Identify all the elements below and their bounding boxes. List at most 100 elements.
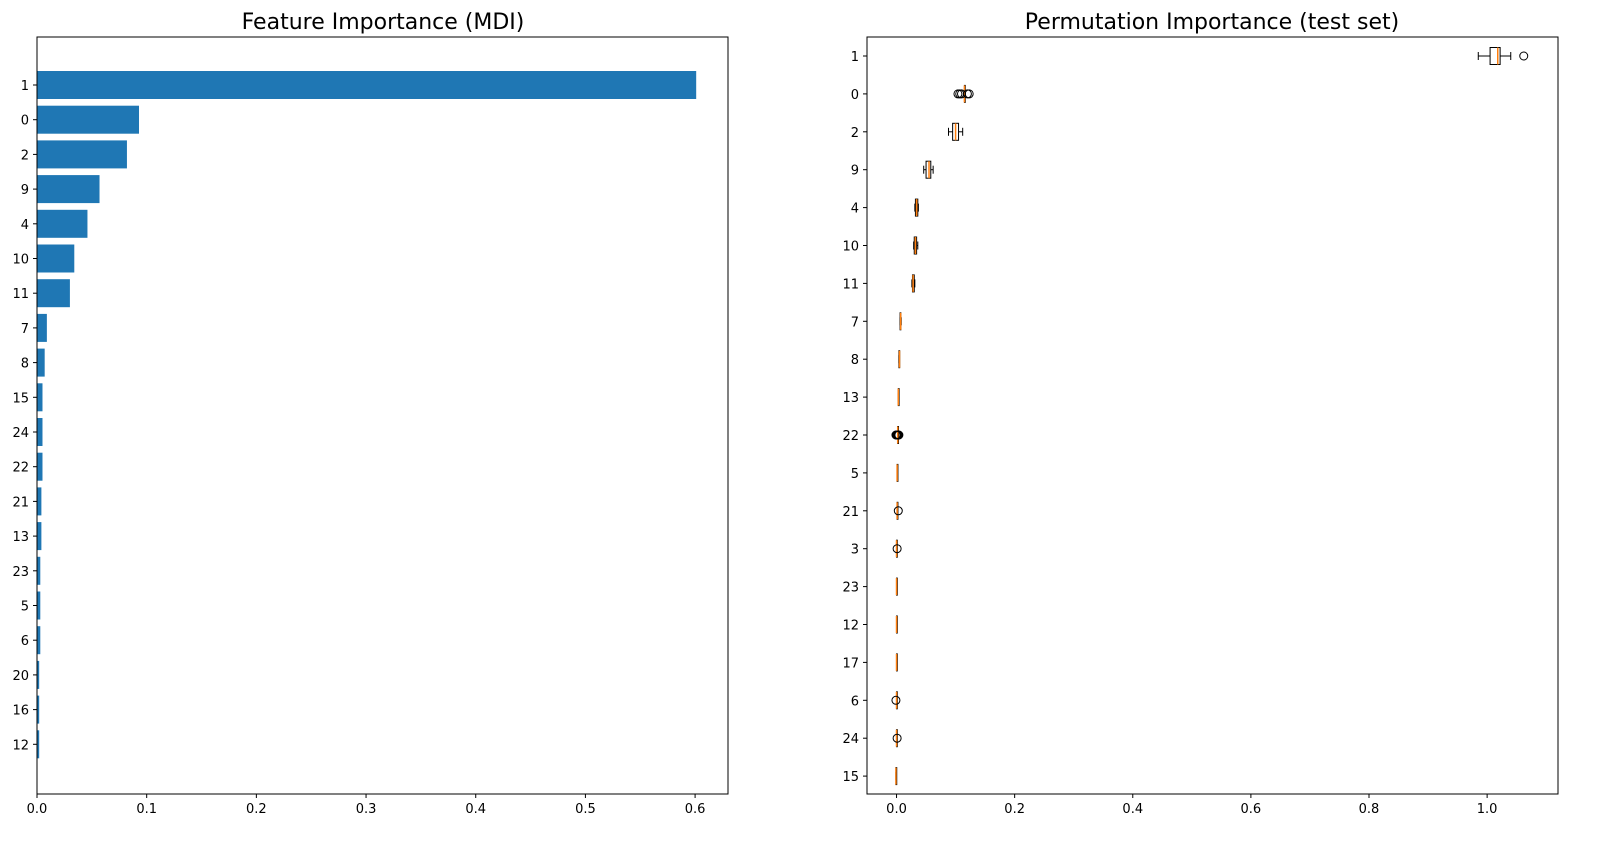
- mdi-bar-23: [37, 556, 41, 585]
- mdi-bar-16: [37, 695, 40, 724]
- permutation-y-tick-label: 12: [842, 619, 859, 634]
- iqr-box: [1489, 47, 1501, 65]
- permutation-y-tick-label: 7: [851, 315, 859, 330]
- mdi-y-tick-label: 8: [21, 357, 29, 372]
- mdi-y-tick-label: 1: [21, 79, 29, 94]
- outlier-point: [1519, 51, 1529, 61]
- outlier-point: [894, 430, 904, 440]
- permutation-y-tick-label: 5: [851, 467, 859, 482]
- mdi-bar-10: [37, 244, 75, 273]
- permutation-box-3: [892, 539, 902, 558]
- mdi-bar-15: [37, 383, 43, 412]
- permutation-box-7: [899, 312, 902, 331]
- mdi-y-tick-label: 21: [12, 495, 29, 510]
- permutation-x-ticks: 0.0 0.2 0.4 0.6 0.8 1.0: [886, 794, 1497, 817]
- permutation-box-17: [895, 653, 898, 672]
- permutation-box-5: [896, 463, 899, 482]
- outlier-point: [964, 89, 974, 99]
- permutation-box-24: [892, 729, 902, 748]
- mdi-chart: Feature Importance (MDI) 102941011781524…: [12, 10, 729, 817]
- permutation-y-tick-label: 10: [842, 240, 859, 255]
- permutation-x-tick-label: 0.2: [1004, 802, 1025, 817]
- mdi-x-ticks: 0.0 0.1 0.2 0.3 0.4 0.5 0.6: [27, 794, 706, 817]
- permutation-y-tick-label: 2: [851, 126, 859, 141]
- outlier-point: [892, 544, 902, 554]
- mdi-y-tick-label: 16: [12, 704, 29, 719]
- mdi-x-tick-label: 0.1: [136, 802, 157, 817]
- mdi-y-tick-label: 15: [12, 391, 29, 406]
- mdi-bars: [37, 71, 697, 759]
- mdi-y-tick-label: 9: [21, 183, 29, 198]
- permutation-y-tick-label: 4: [851, 202, 859, 217]
- permutation-box-11: [911, 274, 916, 293]
- mdi-y-tick-label: 24: [12, 426, 29, 441]
- permutation-y-tick-label: 24: [842, 732, 859, 747]
- permutation-y-tick-label: 8: [851, 353, 859, 368]
- mdi-x-tick-label: 0.3: [356, 802, 377, 817]
- mdi-x-tick-label: 0.4: [465, 802, 486, 817]
- permutation-box-1: [1477, 47, 1529, 65]
- permutation-y-tick-label: 6: [851, 694, 859, 709]
- outlier-point: [893, 506, 903, 516]
- permutation-y-tick-label: 22: [842, 429, 859, 444]
- permutation-box-12: [895, 615, 898, 634]
- permutation-plot-frame: [866, 36, 1559, 795]
- permutation-y-tick-label: 13: [842, 391, 859, 406]
- mdi-bar-21: [37, 487, 42, 516]
- permutation-boxes: [891, 47, 1529, 786]
- outlier-point: [892, 733, 902, 743]
- mdi-y-tick-label: 20: [12, 669, 29, 684]
- outlier-point: [891, 695, 901, 705]
- permutation-x-tick-label: 0.6: [1241, 802, 1262, 817]
- mdi-bar-2: [37, 140, 127, 169]
- mdi-y-tick-label: 5: [21, 600, 29, 615]
- permutation-x-tick-label: 0.4: [1122, 802, 1143, 817]
- mdi-y-tick-label: 22: [12, 461, 29, 476]
- permutation-y-tick-label: 9: [851, 164, 859, 179]
- permutation-y-tick-label: 11: [842, 277, 859, 292]
- permutation-x-tick-label: 0.0: [886, 802, 907, 817]
- permutation-box-15: [895, 767, 898, 786]
- permutation-x-tick-label: 0.8: [1359, 802, 1380, 817]
- permutation-box-9: [923, 160, 934, 179]
- permutation-box-4: [914, 198, 919, 217]
- permutation-y-tick-label: 17: [842, 656, 859, 671]
- permutation-y-tick-label: 23: [842, 581, 859, 596]
- mdi-x-tick-label: 0.0: [27, 802, 48, 817]
- mdi-bar-0: [37, 105, 140, 134]
- permutation-box-8: [898, 350, 901, 369]
- mdi-y-tick-label: 12: [12, 738, 29, 753]
- mdi-bar-7: [37, 313, 47, 342]
- mdi-x-tick-label: 0.6: [685, 802, 706, 817]
- permutation-box-21: [893, 501, 903, 520]
- permutation-chart-title: Permutation Importance (test set): [1025, 10, 1399, 35]
- permutation-y-tick-label: 0: [851, 88, 859, 103]
- permutation-y-tick-label: 3: [851, 543, 859, 558]
- permutation-box-23: [895, 577, 898, 596]
- mdi-y-tick-label: 0: [21, 114, 29, 129]
- mdi-x-tick-label: 0.5: [575, 802, 596, 817]
- permutation-box-2: [948, 122, 964, 141]
- mdi-bar-11: [37, 279, 70, 308]
- mdi-y-tick-label: 2: [21, 148, 29, 163]
- permutation-chart: Permutation Importance (test set) 102941…: [842, 10, 1559, 817]
- permutation-box-6: [891, 691, 901, 710]
- mdi-bar-8: [37, 348, 45, 377]
- mdi-bar-12: [37, 730, 40, 759]
- mdi-bar-6: [37, 626, 41, 655]
- permutation-box-13: [897, 388, 900, 407]
- permutation-box-0: [953, 84, 974, 103]
- permutation-y-tick-label: 21: [842, 505, 859, 520]
- permutation-y-tick-label: 15: [842, 770, 859, 785]
- mdi-bar-22: [37, 452, 43, 481]
- mdi-bar-9: [37, 175, 100, 204]
- mdi-y-tick-label: 13: [12, 530, 29, 545]
- mdi-y-tick-label: 10: [12, 253, 29, 268]
- mdi-x-tick-label: 0.2: [246, 802, 267, 817]
- mdi-chart-title: Feature Importance (MDI): [242, 10, 525, 35]
- permutation-y-tick-label: 1: [851, 50, 859, 65]
- mdi-plot-frame: [36, 36, 729, 795]
